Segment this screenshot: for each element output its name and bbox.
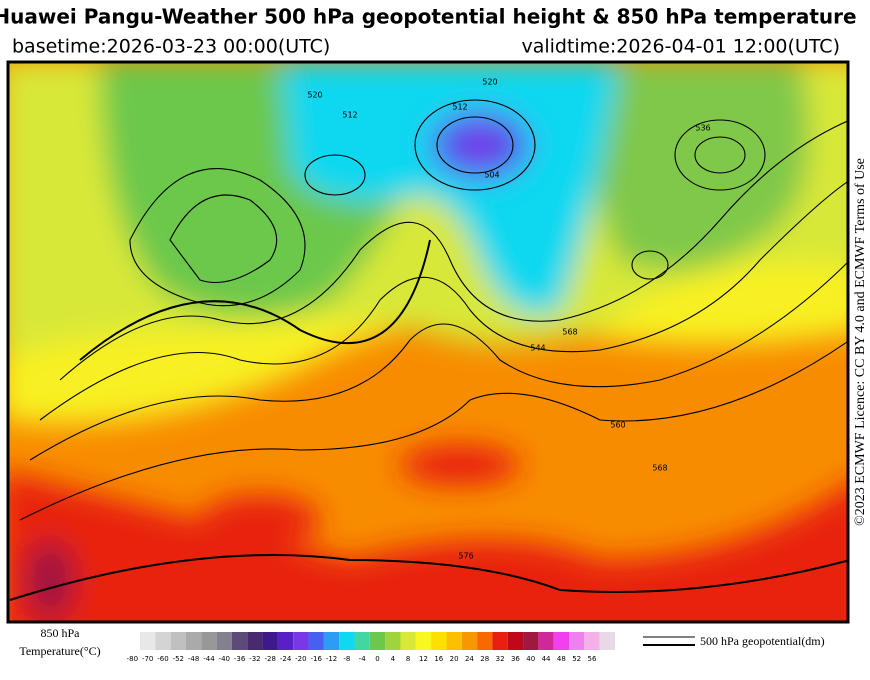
colorbar-tick-label: 40 bbox=[526, 655, 535, 663]
colorbar-swatch bbox=[369, 632, 386, 650]
colorbar-swatch bbox=[523, 632, 539, 650]
colorbar-swatch bbox=[247, 632, 263, 650]
temperature-label: Temperature(°C) bbox=[19, 644, 100, 658]
colorbar-swatch bbox=[599, 632, 615, 650]
colorbar-tick-label: -70 bbox=[142, 655, 153, 663]
contour-label: 576 bbox=[458, 552, 473, 561]
temperature-label: 850 hPa bbox=[41, 626, 81, 640]
colorbar: -80 -70 -60 -52 -48 -44 -40 -36 -32 -28 -24 -20 -16-… bbox=[127, 632, 615, 663]
colorbar-swatch bbox=[553, 632, 570, 650]
colorbar-tick-label: -52 bbox=[173, 655, 184, 663]
colorbar-tick-label: -40 bbox=[219, 655, 230, 663]
colorbar-tick-label: -12 bbox=[326, 655, 337, 663]
colorbar-tick-label: 56 bbox=[588, 655, 597, 663]
colorbar-tick-label: 48 bbox=[557, 655, 566, 663]
basetime: basetime:2026-03-23 00:00(UTC) bbox=[12, 36, 330, 58]
colorbar-swatch bbox=[155, 632, 171, 650]
colorbar-tick-label: 32 bbox=[496, 655, 505, 663]
colorbar-swatch bbox=[461, 632, 478, 650]
colorbar-swatch bbox=[277, 632, 294, 650]
colorbar-tick-label: 20 bbox=[450, 655, 459, 663]
colorbar-tick-label: 4 bbox=[391, 655, 396, 663]
colorbar-swatch bbox=[293, 632, 309, 650]
colorbar-tick-label: -28 bbox=[265, 655, 276, 663]
colorbar-swatch bbox=[140, 632, 156, 650]
colorbar-swatch bbox=[477, 632, 493, 650]
colorbar-tick-label: -60 bbox=[157, 655, 168, 663]
title: Huawei Pangu-Weather 500 hPa geopotentia… bbox=[0, 5, 857, 29]
colorbar-swatch bbox=[170, 632, 186, 650]
colorbar-swatch bbox=[216, 632, 232, 650]
colorbar-swatch bbox=[339, 632, 355, 650]
colorbar-swatch bbox=[354, 632, 370, 650]
contour-label: 560 bbox=[610, 421, 625, 430]
colorbar-swatch bbox=[538, 632, 554, 650]
colorbar-tick-label: 16 bbox=[434, 655, 443, 663]
contour-label: 536 bbox=[695, 124, 710, 133]
colorbar-swatch bbox=[431, 632, 447, 650]
colorbar-tick-label: -8 bbox=[343, 655, 350, 663]
colorbar-swatch bbox=[569, 632, 585, 650]
contour-label: 504 bbox=[484, 171, 499, 180]
colorbar-swatch bbox=[323, 632, 340, 650]
colorbar-swatch bbox=[308, 632, 324, 650]
licence: ©2023 ECMWF Licence: CC BY 4.0 and ECMWF… bbox=[853, 158, 868, 526]
colorbar-swatch bbox=[492, 632, 508, 650]
colorbar-tick-label: -20 bbox=[295, 655, 306, 663]
colorbar-tick-label: 12 bbox=[419, 655, 428, 663]
colorbar-swatch bbox=[385, 632, 401, 650]
colorbar-tick-label: -36 bbox=[234, 655, 246, 663]
colorbar-swatch bbox=[415, 632, 432, 650]
colorbar-tick-label: -44 bbox=[203, 655, 215, 663]
colorbar-swatch bbox=[185, 632, 202, 650]
colorbar-swatch bbox=[262, 632, 278, 650]
colorbar-tick-label: 0 bbox=[375, 655, 379, 663]
geopotential-label: 500 hPa geopotential(dm) bbox=[700, 634, 825, 648]
contour-label: 544 bbox=[530, 344, 545, 353]
contour-label: 512 bbox=[452, 103, 467, 112]
contour-label: 520 bbox=[307, 91, 322, 100]
contour-label: 512 bbox=[342, 111, 357, 120]
colorbar-tick-label: 36 bbox=[511, 655, 520, 663]
colorbar-tick-label: -32 bbox=[249, 655, 260, 663]
contour-label: 568 bbox=[562, 328, 577, 337]
colorbar-tick-label: 28 bbox=[480, 655, 489, 663]
colorbar-swatch bbox=[584, 632, 600, 650]
colorbar-swatch bbox=[507, 632, 524, 650]
colorbar-tick-label: 52 bbox=[572, 655, 581, 663]
contour-label: 520 bbox=[482, 78, 497, 87]
colorbar-tick-label: -16 bbox=[310, 655, 322, 663]
colorbar-tick-label: 44 bbox=[542, 655, 551, 663]
colorbar-swatch bbox=[201, 632, 217, 650]
colorbar-swatch bbox=[446, 632, 462, 650]
colorbar-tick-label: 24 bbox=[465, 655, 474, 663]
validtime: validtime:2026-04-01 12:00(UTC) bbox=[521, 36, 840, 58]
colorbar-tick-label: -24 bbox=[280, 655, 292, 663]
colorbar-tick-label: -48 bbox=[188, 655, 199, 663]
contour-label: 568 bbox=[652, 464, 667, 473]
map-field bbox=[8, 62, 848, 622]
colorbar-tick-label: 8 bbox=[406, 655, 410, 663]
colorbar-tick-label: -4 bbox=[359, 655, 367, 663]
colorbar-swatch bbox=[231, 632, 248, 650]
colorbar-tick-label: -80 bbox=[127, 655, 138, 663]
colorbar-swatch bbox=[400, 632, 416, 650]
map-frame bbox=[6, 60, 850, 624]
contour-labels: 520 512 504 512 520 536 544 568 560 568 … bbox=[307, 78, 710, 561]
